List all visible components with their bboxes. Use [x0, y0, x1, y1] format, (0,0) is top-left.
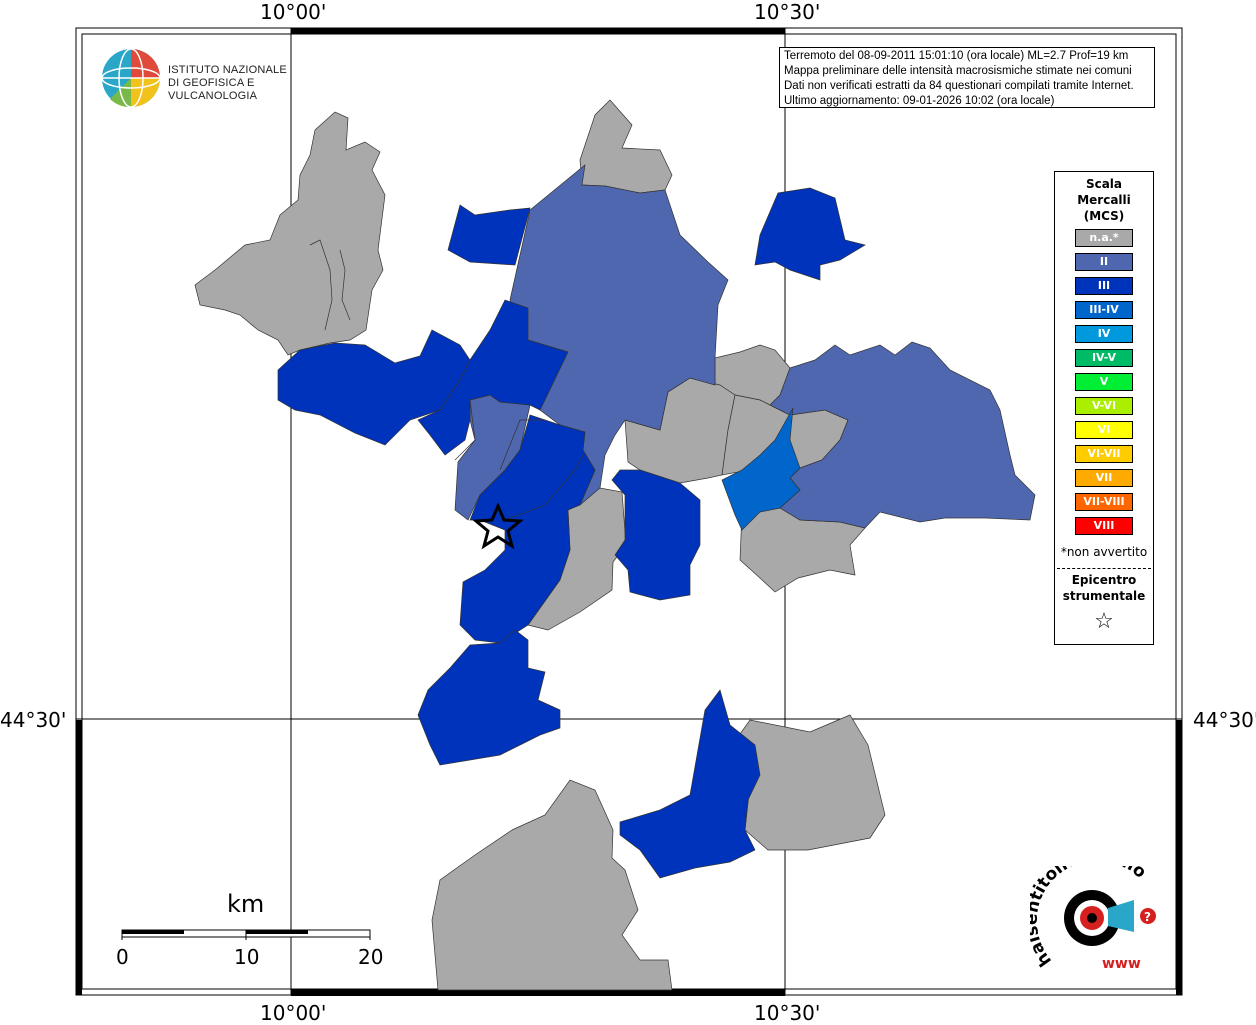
legend-title: Scala Mercalli (MCS): [1055, 176, 1153, 224]
megaphone-icon: [1108, 900, 1134, 932]
lat-label-left: 44°30': [0, 708, 67, 732]
frame-border-bottom: [291, 989, 785, 996]
municipalities-na: [194, 99, 886, 991]
legend-swatch: VII-VIII: [1075, 493, 1133, 511]
municipalities-ii: [454, 164, 1036, 529]
ingv-line-1: ISTITUTO NAZIONALE: [168, 64, 287, 76]
frame-border-top: [291, 28, 785, 34]
legend-swatch: III: [1075, 277, 1133, 295]
ingv-globe-icon: [101, 48, 161, 108]
event-info-line: Dati non verificati estratti da 84 quest…: [784, 80, 1134, 92]
lon-label-top-right: 10°30': [754, 0, 821, 24]
question-icon: ?: [1144, 910, 1151, 924]
lat-label-right: 44°30': [1193, 708, 1256, 732]
legend-swatch: IV-V: [1075, 349, 1133, 367]
legend-epicenter-line: Epicentro: [1071, 573, 1137, 587]
frame-border-right: [1176, 720, 1182, 995]
legend-title-line: Mercalli: [1077, 193, 1131, 207]
epicenter-star: [472, 502, 524, 550]
legend-swatch: n.a.*: [1075, 229, 1133, 247]
hsit-www: www: [1102, 956, 1141, 972]
ingv-logo: ISTITUTO NAZIONALE DI GEOFISICA E VULCAN…: [100, 47, 320, 111]
legend-star-icon: ☆: [1094, 609, 1114, 634]
legend-note: *non avvertito: [1060, 545, 1148, 559]
ingv-line-2: DI GEOFISICA E VULCANOLOGIA: [168, 77, 258, 102]
scale-tick-label: 10: [234, 945, 260, 969]
lon-label-top-left: 10°00': [260, 0, 327, 24]
legend-epicenter-title: Epicentro strumentale: [1055, 572, 1153, 604]
legend: Scala Mercalli (MCS) n.a.* II III III-IV IV I…: [1054, 171, 1154, 645]
scale-bar-labels: km 0 10 20: [110, 890, 400, 970]
event-info-line: Terremoto del 08-09-2011 15:01:10 (ora l…: [784, 50, 1129, 62]
legend-swatch: V: [1075, 373, 1133, 391]
legend-swatch: III-IV: [1075, 301, 1133, 319]
legend-swatch: IV: [1075, 325, 1133, 343]
scale-unit: km: [227, 890, 265, 918]
legend-swatch: VIII: [1075, 517, 1133, 535]
legend-swatch: VII: [1075, 469, 1133, 487]
legend-title-line: Scala: [1085, 177, 1123, 191]
scale-tick-label: 20: [358, 945, 384, 969]
event-info-line: Ultimo aggiornamento: 09-01-2026 10:02 (…: [784, 95, 1055, 107]
lon-label-bottom-right: 10°30': [754, 1001, 821, 1025]
scale-bar: [121, 929, 371, 940]
municipalities-iii-iv: [721, 407, 801, 531]
legend-title-line: (MCS): [1083, 209, 1125, 223]
scale-tick-label: 0: [116, 945, 129, 969]
frame-border-left: [76, 720, 82, 995]
lon-label-bottom-left: 10°00': [260, 1001, 327, 1025]
legend-divider: [1057, 568, 1151, 569]
legend-swatch: VI: [1075, 421, 1133, 439]
event-info-box: Terremoto del 08-09-2011 15:01:10 (ora l…: [779, 47, 1155, 108]
legend-epicenter-line: strumentale: [1062, 589, 1146, 603]
legend-swatch: VI-VII: [1075, 445, 1133, 463]
legend-swatch: V-VI: [1075, 397, 1133, 415]
event-info-line: Mappa preliminare delle intensità macros…: [784, 65, 1132, 77]
legend-swatch: II: [1075, 253, 1133, 271]
hsit-logo: haisentitoilterremoto.it ? www: [1030, 866, 1156, 972]
municipalities-iii: [277, 187, 866, 879]
